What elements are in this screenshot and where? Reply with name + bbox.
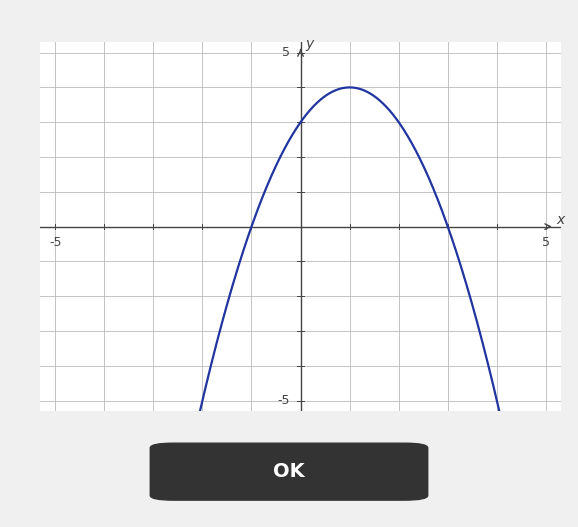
Text: x: x	[557, 213, 565, 227]
Text: y: y	[305, 36, 313, 51]
Text: 5: 5	[542, 236, 550, 249]
Text: 5: 5	[281, 46, 290, 59]
FancyBboxPatch shape	[150, 443, 428, 500]
Text: OK: OK	[273, 462, 305, 481]
Text: -5: -5	[49, 236, 61, 249]
Text: -5: -5	[277, 394, 290, 407]
